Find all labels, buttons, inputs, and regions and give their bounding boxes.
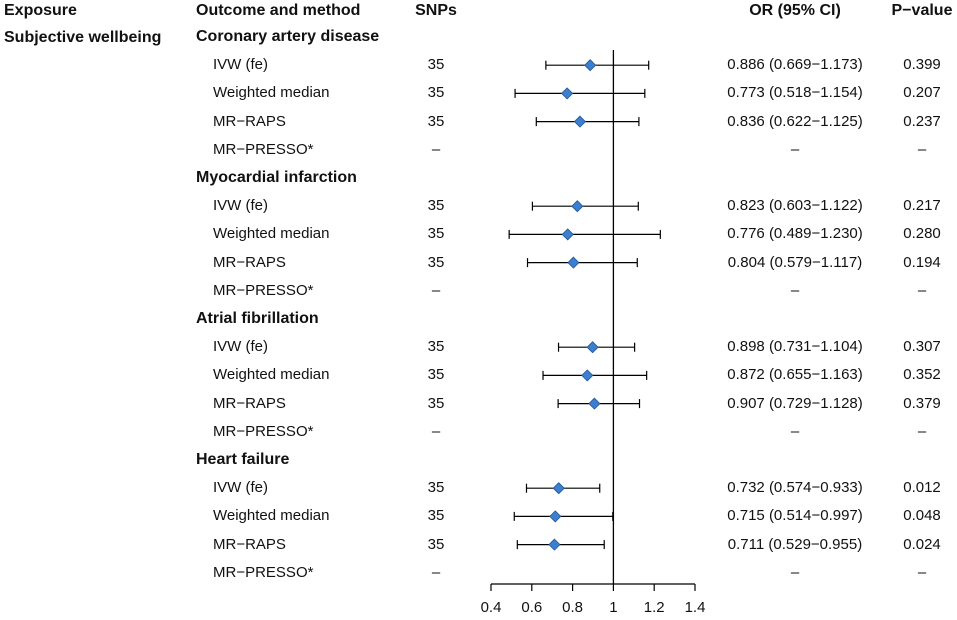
method-label: MR−PRESSO* <box>213 140 314 158</box>
outcome-label: Atrial fibrillation <box>196 310 319 327</box>
method-label: MR−RAPS <box>213 394 286 412</box>
or-ci-value: – <box>790 422 800 440</box>
snps-value: 35 <box>427 225 445 243</box>
or-ci-value: 0.886 (0.669−1.173) <box>727 56 863 74</box>
or-ci-value: 0.836 (0.622−1.125) <box>727 112 863 130</box>
snps-value: – <box>431 140 441 158</box>
snps-value: – <box>431 281 441 299</box>
snps-value: 35 <box>427 112 445 130</box>
snps-value: 35 <box>427 366 445 384</box>
snps-value: 35 <box>427 197 445 215</box>
method-label: MR−RAPS <box>213 535 286 553</box>
p-value: – <box>917 563 927 581</box>
outcome-label: Heart failure <box>196 451 290 468</box>
x-tick-label: 0.6 <box>521 599 542 616</box>
p-value: – <box>917 422 927 440</box>
or-point-marker <box>584 59 597 72</box>
x-tick-label: 1.2 <box>644 599 665 616</box>
or-point-marker <box>573 115 587 128</box>
p-value: 0.352 <box>903 366 941 384</box>
or-ci-value: 0.776 (0.489−1.230) <box>727 225 863 243</box>
p-value: 0.194 <box>903 253 941 271</box>
method-label: MR−PRESSO* <box>213 281 314 299</box>
method-label: MR−PRESSO* <box>213 422 314 440</box>
snps-value: 35 <box>427 479 445 497</box>
or-point-marker <box>561 87 574 100</box>
or-ci-value: 0.804 (0.579−1.117) <box>727 253 863 271</box>
method-label: Weighted median <box>213 84 330 102</box>
method-label: IVW (fe) <box>213 56 268 74</box>
method-label: IVW (fe) <box>213 479 268 497</box>
p-value: 0.307 <box>903 338 941 356</box>
or-point-marker <box>586 341 599 354</box>
method-label: Weighted median <box>213 366 330 384</box>
p-value: – <box>917 281 927 299</box>
p-value: 0.207 <box>903 84 941 102</box>
x-tick-label: 0.8 <box>562 599 583 616</box>
or-ci-value: 0.872 (0.655−1.163) <box>727 366 863 384</box>
snps-value: 35 <box>427 338 445 356</box>
snps-value: 35 <box>427 253 445 271</box>
or-ci-value: 0.773 (0.518−1.154) <box>727 84 863 102</box>
snps-value: 35 <box>427 84 445 102</box>
header-snps: SNPs <box>415 2 457 19</box>
p-value: 0.048 <box>903 507 941 525</box>
p-value: – <box>917 140 927 158</box>
or-ci-value: 0.823 (0.603−1.122) <box>727 197 863 215</box>
or-point-marker <box>588 397 601 410</box>
method-label: IVW (fe) <box>213 197 268 215</box>
snps-value: 35 <box>427 394 445 412</box>
x-tick-label: 1 <box>609 599 617 616</box>
or-point-marker <box>567 256 580 269</box>
snps-value: 35 <box>427 56 445 74</box>
x-tick-label: 0.4 <box>481 599 502 616</box>
p-value: 0.237 <box>903 112 941 130</box>
or-ci-value: 0.711 (0.529−0.955) <box>727 535 863 553</box>
header-or: OR (95% CI) <box>749 2 841 19</box>
or-point-marker <box>549 510 562 523</box>
p-value: 0.399 <box>903 56 941 74</box>
or-ci-value: 0.732 (0.574−0.933) <box>727 479 863 497</box>
or-ci-value: – <box>790 281 800 299</box>
or-ci-value: 0.715 (0.514−0.997) <box>727 507 863 525</box>
p-value: 0.379 <box>903 394 941 412</box>
header-exposure: Exposure <box>4 2 77 19</box>
header-pvalue: P−value <box>891 2 953 19</box>
or-point-marker <box>548 538 561 551</box>
snps-value: – <box>431 422 441 440</box>
x-tick-label: 1.4 <box>685 599 706 616</box>
or-ci-value: 0.898 (0.731−1.104) <box>727 338 863 356</box>
or-point-marker <box>552 482 565 495</box>
p-value: 0.024 <box>903 535 941 553</box>
snps-value: 35 <box>427 507 445 525</box>
p-value: 0.280 <box>903 225 941 243</box>
or-ci-value: – <box>790 563 800 581</box>
or-point-marker <box>571 200 584 213</box>
exposure-label: Subjective wellbeing <box>4 29 162 46</box>
header-outcome: Outcome and method <box>196 2 361 19</box>
outcome-label: Coronary artery disease <box>196 28 380 45</box>
p-value: 0.217 <box>903 197 941 215</box>
snps-value: – <box>431 563 441 581</box>
p-value: 0.012 <box>903 479 941 497</box>
method-label: MR−RAPS <box>213 112 286 130</box>
or-point-marker <box>581 369 594 382</box>
method-label: MR−RAPS <box>213 253 286 271</box>
method-label: IVW (fe) <box>213 338 268 356</box>
or-point-marker <box>561 228 574 241</box>
method-label: MR−PRESSO* <box>213 563 314 581</box>
or-ci-value: 0.907 (0.729−1.128) <box>727 394 863 412</box>
method-label: Weighted median <box>213 225 330 243</box>
or-ci-value: – <box>790 140 800 158</box>
outcome-label: Myocardial infarction <box>196 169 357 186</box>
snps-value: 35 <box>427 535 445 553</box>
method-label: Weighted median <box>213 507 330 525</box>
